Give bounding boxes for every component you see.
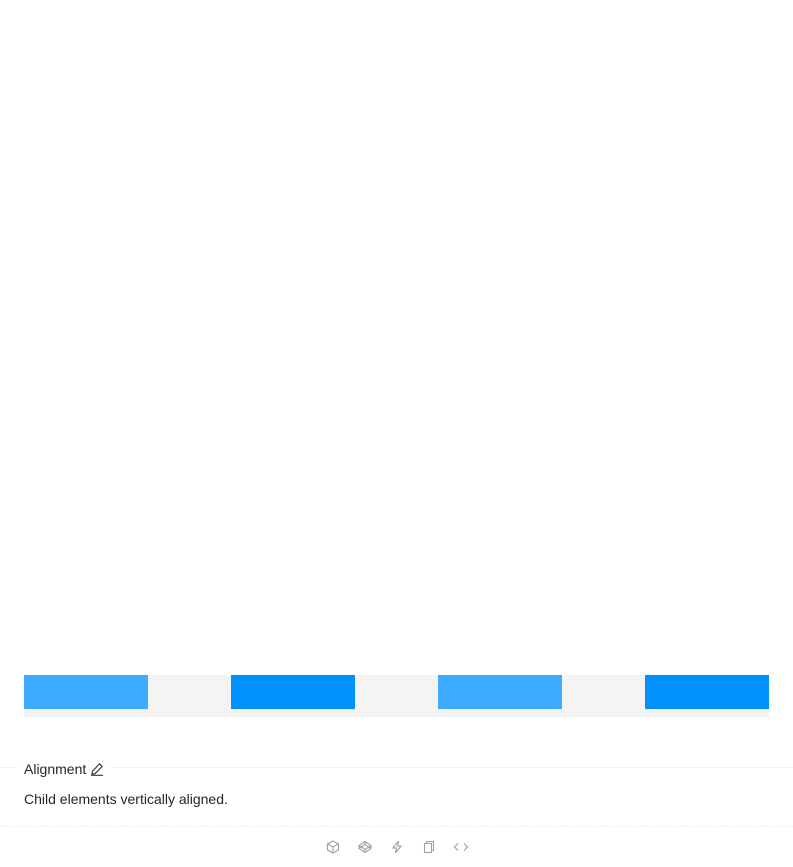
section-description: Child elements vertically aligned. — [24, 791, 228, 807]
column-1 — [24, 675, 148, 709]
copy-icon[interactable] — [420, 838, 438, 856]
flex-row — [24, 675, 769, 717]
section-title-text: Alignment — [24, 761, 87, 777]
stackblitz-icon[interactable] — [388, 838, 406, 856]
column-2 — [231, 675, 355, 709]
codesandbox-icon[interactable] — [324, 838, 342, 856]
actions-divider — [0, 826, 793, 827]
code-expand-icon[interactable] — [452, 838, 470, 856]
column-4 — [645, 675, 769, 709]
column-3 — [438, 675, 562, 709]
section-divider — [0, 767, 793, 768]
demo-preview-area — [24, 675, 769, 717]
section-title: Alignment — [17, 758, 112, 780]
edit-icon[interactable] — [90, 762, 104, 776]
code-actions — [0, 838, 793, 858]
codepen-icon[interactable] — [356, 838, 374, 856]
